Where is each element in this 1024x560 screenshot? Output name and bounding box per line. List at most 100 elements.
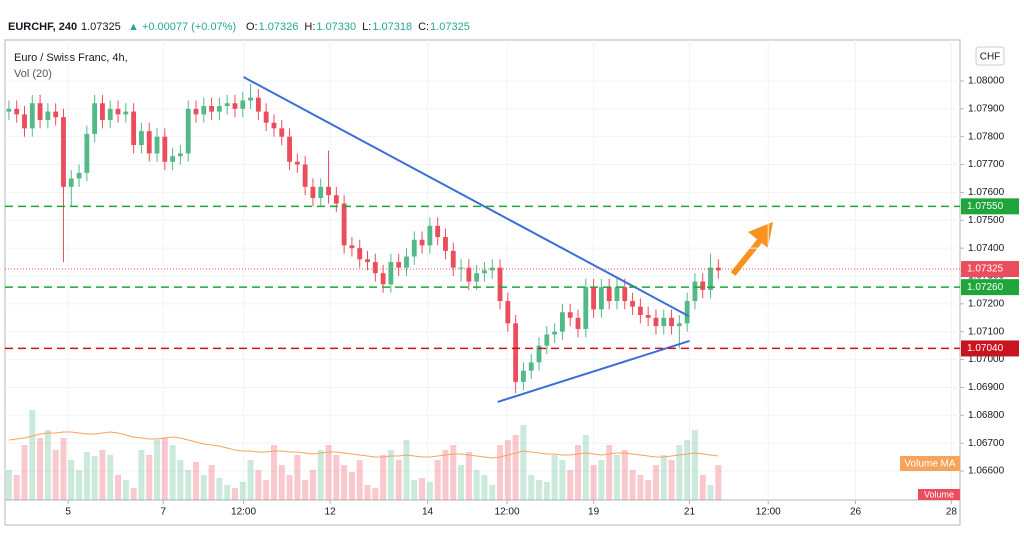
candle-body bbox=[630, 301, 635, 307]
volume-bar bbox=[99, 450, 106, 500]
candle-body bbox=[248, 97, 253, 101]
candle-body bbox=[653, 317, 659, 327]
volume-bar bbox=[255, 470, 262, 500]
candle-body bbox=[349, 245, 355, 249]
symbol: EURCHF, 240 bbox=[8, 21, 77, 33]
currency-label: CHF bbox=[980, 52, 1001, 63]
volume-bar bbox=[497, 445, 504, 500]
currency-button[interactable] bbox=[975, 46, 1005, 66]
level-box bbox=[961, 198, 1019, 215]
volume-bar bbox=[676, 445, 683, 500]
volume-bar bbox=[419, 478, 426, 500]
volume-bar bbox=[91, 456, 98, 500]
volume-bar bbox=[380, 455, 387, 500]
volume-bar bbox=[76, 470, 83, 500]
candle-body bbox=[61, 117, 66, 187]
volume-bar bbox=[68, 460, 75, 500]
volume-bar bbox=[473, 470, 480, 500]
y-tick-label: 1.07500 bbox=[968, 215, 1005, 226]
candle-body bbox=[458, 267, 464, 269]
level-box bbox=[961, 340, 1019, 357]
candle-body bbox=[583, 287, 589, 329]
candle-body bbox=[404, 256, 409, 268]
volume-bar bbox=[715, 465, 722, 500]
volume-bar bbox=[489, 485, 496, 500]
trendline bbox=[497, 339, 690, 403]
last-price-box bbox=[961, 261, 1019, 278]
candle-body bbox=[279, 128, 285, 137]
candle-body bbox=[521, 370, 526, 382]
candle-body bbox=[45, 111, 51, 120]
volume-bar bbox=[645, 480, 652, 500]
ohlc-key: O: bbox=[246, 21, 258, 33]
x-tick-label: 14 bbox=[422, 507, 434, 518]
candle-body bbox=[715, 267, 721, 271]
volume-bar bbox=[356, 460, 363, 500]
candle-body bbox=[435, 225, 441, 237]
volume-bar bbox=[294, 455, 301, 500]
volume-bar bbox=[458, 465, 465, 500]
candle-body bbox=[216, 106, 222, 112]
volume-bar bbox=[278, 465, 285, 500]
candle-body bbox=[201, 106, 207, 115]
x-tick-label: 7 bbox=[160, 507, 166, 518]
candle-body bbox=[544, 334, 550, 346]
x-tick-label: 21 bbox=[684, 507, 696, 518]
candle-body bbox=[185, 108, 191, 154]
ohlc-value: 1.07318 bbox=[372, 21, 412, 33]
candle-body bbox=[209, 106, 215, 112]
level-box bbox=[961, 279, 1019, 296]
volume-bar bbox=[504, 440, 511, 500]
ohlc-key: H: bbox=[304, 21, 315, 33]
volume-bar bbox=[652, 465, 659, 500]
frame bbox=[4, 39, 961, 526]
volume-bar bbox=[122, 480, 129, 500]
candle-body bbox=[162, 136, 168, 162]
volume-bar bbox=[668, 460, 675, 500]
candle-body bbox=[622, 287, 628, 302]
volume-bar bbox=[200, 475, 207, 500]
volume-bar bbox=[598, 460, 605, 500]
volume-bar bbox=[574, 445, 582, 500]
y-tick-label: 1.06600 bbox=[968, 466, 1005, 477]
volume-bar bbox=[231, 488, 238, 500]
volume-bar bbox=[341, 465, 348, 500]
volume-bar bbox=[224, 485, 231, 500]
x-tick-label: 28 bbox=[946, 507, 958, 518]
candle-body bbox=[341, 203, 347, 246]
candle-body bbox=[528, 362, 534, 371]
candle-body bbox=[692, 281, 698, 302]
volume-bar bbox=[130, 488, 137, 500]
candle-body bbox=[411, 239, 417, 257]
y-tick-label: 1.07900 bbox=[968, 103, 1005, 114]
candle-body bbox=[232, 103, 238, 109]
candle-body bbox=[700, 281, 706, 290]
volume-bar bbox=[239, 482, 246, 500]
candle-body bbox=[14, 108, 20, 115]
candle-body bbox=[708, 267, 713, 290]
volume-bar bbox=[426, 482, 433, 500]
candle-body bbox=[29, 103, 35, 129]
candle-body bbox=[115, 108, 121, 115]
candle-body bbox=[388, 262, 394, 285]
last: 1.07325 bbox=[81, 21, 121, 33]
candle-body bbox=[598, 287, 604, 310]
candle-body bbox=[326, 186, 331, 196]
volume-bar bbox=[395, 460, 402, 500]
candle-body bbox=[146, 131, 152, 154]
volume-bar bbox=[161, 438, 168, 500]
y-tick-label: 1.07400 bbox=[968, 243, 1005, 254]
candle-body bbox=[606, 287, 612, 302]
candle-body bbox=[684, 301, 690, 324]
y-tick-label: 1.07600 bbox=[968, 187, 1005, 198]
volume-bar bbox=[21, 445, 28, 500]
candle-body bbox=[131, 111, 137, 146]
volume-bar bbox=[216, 478, 223, 500]
arrow-head bbox=[748, 222, 773, 248]
volume-bar bbox=[434, 460, 441, 500]
volume-bar bbox=[613, 455, 620, 500]
candle-body bbox=[637, 306, 643, 315]
volume-bar bbox=[387, 450, 394, 500]
candle-body bbox=[92, 103, 98, 134]
candle-body bbox=[294, 161, 300, 165]
